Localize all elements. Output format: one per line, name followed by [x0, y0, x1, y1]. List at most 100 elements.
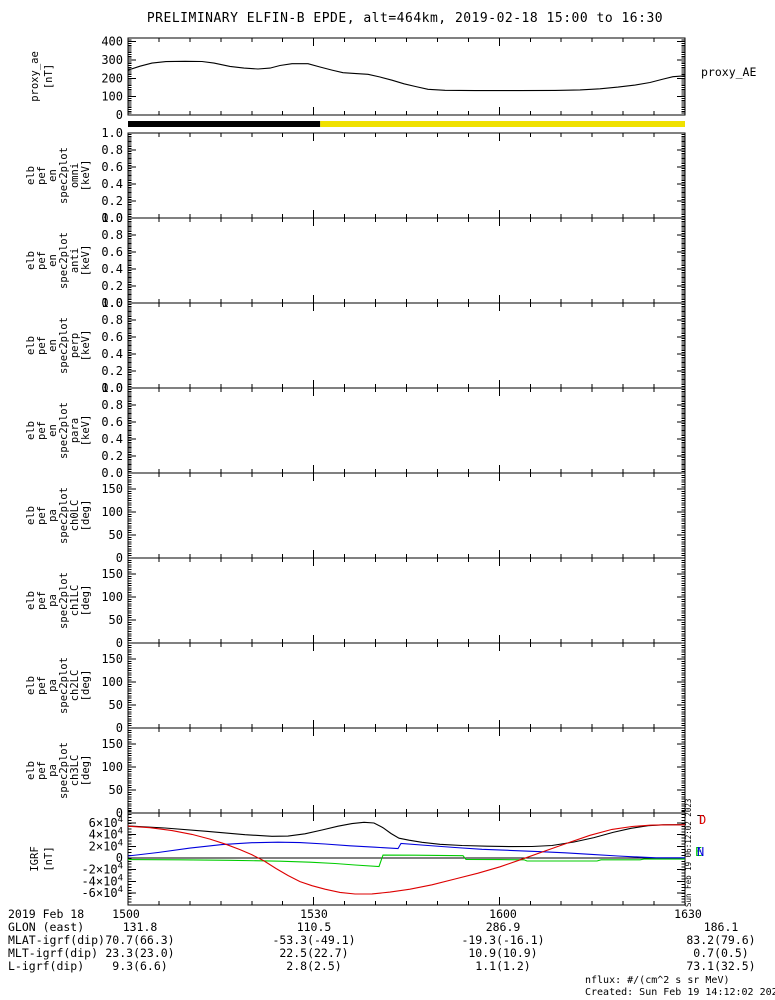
y-tick-label: 50: [109, 528, 123, 542]
panel-pa_ch0LC: 0 50 100 150 elbpefpaspec2plotch0LC[deg]: [25, 472, 686, 565]
y-tick-label: 0.0: [101, 211, 123, 225]
y-tick-label: 0.2: [101, 364, 123, 378]
panel-pa_ch2LC: 0 50 100 150 elbpefpaspec2plotch2LC[deg]: [25, 642, 686, 735]
xaxis-row-label: GLON (east): [8, 920, 85, 934]
y-tick-label: 0.6: [101, 330, 123, 344]
y-tick-label: 6×104: [89, 815, 123, 830]
panel-frame: [127, 812, 686, 906]
sunlight-bar-segment: [128, 121, 321, 127]
y-tick-label: 100: [101, 760, 123, 774]
xaxis-row-label: MLAT-igrf(dip): [8, 933, 105, 947]
y-tick-label: 150: [101, 737, 123, 751]
y-tick-label: 200: [101, 71, 123, 85]
y-tick-label: 50: [109, 783, 123, 797]
series-N: [127, 841, 685, 859]
y-tick-label: 400: [101, 35, 123, 49]
y-tick-label: 0.4: [101, 347, 123, 361]
y-tick-label: 150: [101, 652, 123, 666]
xaxis-row-value: 83.2(79.6): [686, 933, 756, 947]
y-tick-label: 0.2: [101, 279, 123, 293]
y-tick-label: 2×104: [89, 838, 123, 853]
igrf-legend-letter-e: E: [695, 845, 703, 859]
y-tick-label: -6×104: [81, 885, 123, 900]
panel-frame: [127, 472, 686, 559]
y-tick-label: 0: [116, 636, 123, 650]
y-tick-label: 50: [109, 698, 123, 712]
panel-frame: [127, 727, 686, 814]
igrf-legend-letter-d: D: [699, 813, 707, 827]
y-tick-label: -4×104: [81, 873, 123, 888]
y-tick-label: 0: [116, 551, 123, 565]
y-tick-label: 0.6: [101, 245, 123, 259]
y-tick-label: 0.4: [101, 177, 123, 191]
y-tick-label: 100: [101, 590, 123, 604]
panel-ylabel: elbpefpaspec2plotch0LC[deg]: [25, 487, 92, 544]
y-tick-label: 1.0: [101, 381, 123, 395]
y-tick-label: 0.0: [101, 296, 123, 310]
y-tick-label: 100: [101, 675, 123, 689]
xaxis-row-value: -53.3(-49.1): [272, 933, 356, 947]
panel-frame: [127, 642, 686, 729]
sunlight-bar-segment: [320, 121, 685, 127]
xaxis-row-value: 73.1(32.5): [686, 959, 756, 973]
panel-proxy_ae: 0 100 200 300 400 proxy_ae [nT]: [29, 35, 686, 122]
y-tick-label: 0.8: [101, 398, 123, 412]
panel-pa_ch1LC: 0 50 100 150 elbpefpaspec2plotch1LC[deg]: [25, 557, 686, 650]
y-tick-label: 0.6: [101, 160, 123, 174]
panel-ylabel: elbpefenspec2plotperp[keV]: [25, 317, 92, 374]
panel-ylabel: elbpefpaspec2plotch2LC[deg]: [25, 657, 92, 714]
y-tick-label: 0.8: [101, 313, 123, 327]
panel-frame: [127, 557, 686, 644]
panel-ylabel: elbpefpaspec2plotch3LC[deg]: [25, 742, 92, 799]
y-tick-label: 0: [116, 851, 123, 865]
panel-en_perp: 0.0 0.2 0.4 0.6 0.8 1.0 elbpefenspec2plotperp[…: [25, 296, 686, 395]
y-tick-label: 0: [116, 108, 123, 122]
y-tick-label: 0.6: [101, 415, 123, 429]
xaxis-row-value: 10.9(10.9): [468, 946, 538, 960]
xaxis-date-label: 2019 Feb 18: [8, 907, 85, 921]
panel-en_omni: 0.0 0.2 0.4 0.6 0.8 1.0 elbpefenspec2plotomni[…: [25, 126, 686, 225]
y-tick-label: 1.0: [101, 211, 123, 225]
proxy-ae-right-label: proxy_AE: [701, 65, 757, 79]
xaxis-row-value: 186.1: [703, 920, 739, 934]
y-tick-label: 150: [101, 567, 123, 581]
xaxis-row-value: 22.5(22.7): [279, 946, 349, 960]
xaxis-time-tick: 1630: [674, 907, 702, 921]
panel-ylabel: elbpefenspec2plotomni[keV]: [25, 147, 92, 204]
xaxis-row-value: 0.7(0.5): [693, 946, 749, 960]
xaxis-row-value: 131.8: [122, 920, 158, 934]
panel-ylabel: elbpefenspec2plotanti[keV]: [25, 232, 92, 289]
panel-frame: [127, 37, 686, 116]
y-tick-label: 50: [109, 613, 123, 627]
panel-frame: [127, 387, 686, 474]
y-tick-label: 1.0: [101, 296, 123, 310]
panel-ylabel: elbpefenspec2plotpara[keV]: [25, 402, 92, 459]
panel-en_para: 0.0 0.2 0.4 0.6 0.8 1.0 elbpefenspec2plotpara[…: [25, 381, 686, 480]
side-timestamp: Sun Feb 19 06:12:02 2023: [684, 798, 693, 907]
created-timestamp: Created: Sun Feb 19 14:12:02 2023: [585, 987, 775, 998]
y-tick-label: -2×104: [81, 862, 123, 877]
y-tick-label: 0.0: [101, 381, 123, 395]
y-tick-label: 0.4: [101, 432, 123, 446]
xaxis-time-tick: 1500: [112, 907, 140, 921]
panel-pa_ch3LC: 0 50 100 150 elbpefpaspec2plotch3LC[deg]: [25, 727, 686, 820]
y-tick-label: 0: [116, 806, 123, 820]
panel-ylabel: proxy_ae [nT]: [29, 51, 55, 102]
plot-title: PRELIMINARY ELFIN-B EPDE, alt=464km, 201…: [146, 11, 664, 26]
xaxis-row-label: L-igrf(dip): [8, 959, 85, 973]
y-tick-label: 1.0: [101, 126, 123, 140]
xaxis-time-tick: 1530: [300, 907, 328, 921]
panel-ylabel: IGRF [nT]: [29, 846, 55, 871]
xaxis-row-value: 2.8(2.5): [286, 959, 342, 973]
y-tick-label: 0.8: [101, 228, 123, 242]
xaxis-row-value: 9.3(6.6): [112, 959, 168, 973]
xaxis-time-tick: 1600: [489, 907, 517, 921]
y-tick-label: 150: [101, 482, 123, 496]
nflux-note: nflux: #/(cm^2 s sr MeV): [585, 975, 730, 986]
series-proxy_AE: [127, 60, 686, 92]
y-tick-label: 4×104: [89, 827, 123, 842]
panel-frame: [127, 132, 686, 219]
xaxis-row-value: 1.1(1.2): [475, 959, 531, 973]
